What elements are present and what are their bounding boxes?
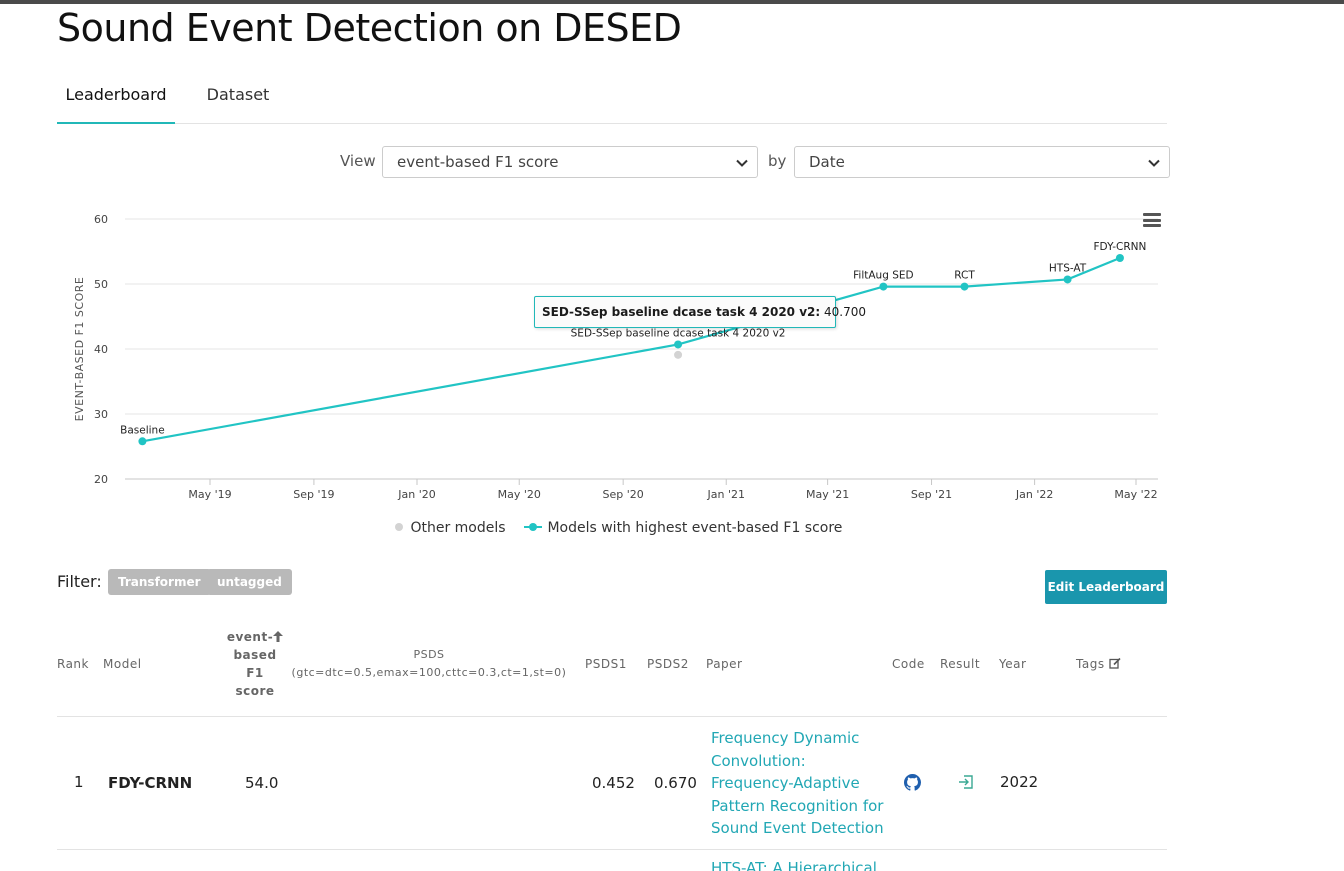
header-f1-line4: score	[235, 684, 275, 698]
header-rank: Rank	[57, 657, 89, 671]
next-paper-title: HTS-AT: A Hierarchical	[711, 860, 877, 871]
data-label: Baseline	[120, 424, 165, 436]
legend-other-models[interactable]: Other models	[394, 520, 506, 536]
cell-year: 2022	[1000, 773, 1039, 791]
metric-select[interactable]: event-based F1 score	[382, 146, 758, 178]
data-point	[138, 437, 147, 446]
header-paper: Paper	[706, 657, 743, 671]
x-tick-label: Sep '20	[603, 488, 644, 501]
y-tick-label: 40	[94, 343, 108, 356]
header-f1-line2: based	[233, 648, 277, 662]
grey-dot-icon	[395, 523, 403, 531]
cell-psds1: 0.452	[592, 774, 635, 792]
sort-select[interactable]: Date	[794, 146, 1170, 178]
legend-best-label: Models with highest event-based F1 score	[547, 520, 843, 536]
paper-link[interactable]: Frequency Dynamic Convolution: Frequency…	[711, 729, 884, 837]
y-tick-label: 60	[94, 213, 108, 226]
x-tick-label: Jan '21	[706, 488, 744, 501]
x-tick-label: May '21	[806, 488, 849, 501]
cell-rank: 1	[74, 773, 84, 791]
chart: 20 30 40 50 60 May '19 Sep '19 Jan '20 May '20 Se…	[60, 200, 1170, 550]
data-point	[674, 340, 683, 349]
header-f1-line3: F1	[246, 666, 264, 680]
page-title: Sound Event Detection on DESED	[57, 6, 682, 50]
header-f1-line1: event-	[226, 630, 274, 644]
header-code: Code	[892, 657, 925, 671]
cell-model[interactable]: FDY-CRNN	[108, 774, 193, 792]
header-tags-label: Tags	[1076, 657, 1105, 671]
y-axis-title: EVENT-BASED F1 SCORE	[73, 277, 86, 422]
sort-select-value: Date	[809, 153, 845, 171]
series-line	[142, 256, 1121, 443]
legend-other-label: Other models	[410, 520, 506, 536]
tag-untagged[interactable]: untagged	[207, 569, 292, 595]
header-psds-line2: (gtc=dtc=0.5,emax=100,cttc=0.3,ct=1,st=0…	[291, 666, 567, 679]
view-label: View	[340, 152, 376, 170]
data-label: RCT	[954, 270, 975, 282]
metric-select-value: event-based F1 score	[397, 153, 559, 171]
header-year: Year	[999, 657, 1027, 671]
data-label: SED-SSep baseline dcase task 4 2020 v2	[571, 327, 786, 339]
x-tick-label: Jan '22	[1015, 488, 1053, 501]
cell-f1: 54.0	[245, 774, 279, 792]
tooltip-value: 40.700	[824, 305, 867, 319]
data-point	[1063, 275, 1072, 284]
tab-bar: Leaderboard Dataset	[57, 76, 1167, 124]
filter-label: Filter:	[57, 572, 102, 591]
header-psds1: PSDS1	[585, 657, 627, 671]
data-point	[879, 282, 888, 291]
github-icon[interactable]	[904, 774, 921, 791]
x-tick-label: Sep '21	[911, 488, 952, 501]
y-tick-label: 30	[94, 408, 108, 421]
view-controls: View event-based F1 score by Date	[0, 146, 1344, 180]
top-border	[0, 0, 1344, 4]
paper-link[interactable]: HTS-AT: A Hierarchical	[711, 860, 877, 871]
y-tick-label: 20	[94, 473, 108, 486]
data-point	[960, 282, 969, 291]
x-tick-label: May '22	[1114, 488, 1157, 501]
enter-icon[interactable]	[958, 774, 974, 790]
data-label: FiltAug SED	[853, 270, 913, 282]
line-dot-icon	[524, 523, 542, 531]
x-tick-label: May '19	[188, 488, 231, 501]
data-label: HTS-AT	[1049, 262, 1087, 274]
header-psds2: PSDS2	[647, 657, 689, 671]
x-tick-label: Jan '20	[397, 488, 435, 501]
chevron-down-icon	[1148, 159, 1160, 167]
by-label: by	[768, 152, 787, 170]
table-divider	[57, 849, 1167, 850]
x-tick-label: Sep '19	[293, 488, 334, 501]
tooltip-label: SED-SSep baseline dcase task 4 2020 v2:	[542, 305, 821, 319]
header-f1[interactable]: event- based F1 score	[224, 628, 286, 700]
header-psds: PSDS (gtc=dtc=0.5,emax=100,cttc=0.3,ct=1…	[290, 646, 568, 682]
cell-psds2: 0.670	[654, 774, 697, 792]
chart-menu-icon[interactable]	[1143, 213, 1161, 227]
legend-best-models[interactable]: Models with highest event-based F1 score	[523, 520, 842, 536]
data-point	[1115, 254, 1124, 262]
edit-leaderboard-button[interactable]: Edit Leaderboard	[1045, 570, 1167, 604]
sort-arrow-up-icon	[273, 631, 284, 642]
chart-tooltip: SED-SSep baseline dcase task 4 2020 v2: …	[534, 296, 866, 328]
header-result: Result	[940, 657, 981, 671]
chart-canvas: 20 30 40 50 60 May '19 Sep '19 Jan '20 May '20 Se…	[73, 213, 1158, 501]
x-tick-label: May '20	[498, 488, 541, 501]
edit-icon[interactable]	[1109, 657, 1121, 669]
tab-dataset[interactable]: Dataset	[206, 85, 270, 104]
tag-transformer[interactable]: Transformer	[108, 569, 211, 595]
data-point-other	[674, 350, 683, 359]
header-tags: Tags	[1076, 655, 1121, 673]
tab-leaderboard[interactable]: Leaderboard	[57, 76, 175, 124]
header-psds-line1: PSDS	[413, 648, 445, 661]
data-label: FDY-CRNN	[1094, 241, 1147, 253]
table-divider	[57, 716, 1167, 717]
y-tick-label: 50	[94, 278, 108, 291]
chevron-down-icon	[736, 159, 748, 167]
header-model: Model	[103, 657, 142, 671]
